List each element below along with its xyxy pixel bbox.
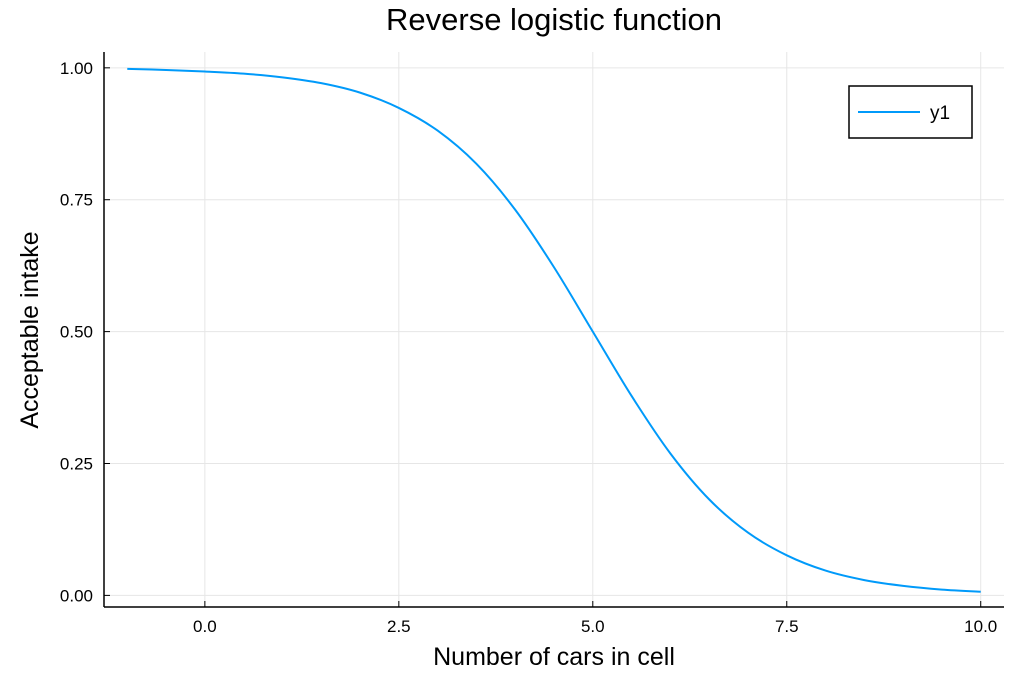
- x-tick-label: 5.0: [581, 617, 605, 636]
- x-tick-label: 10.0: [964, 617, 997, 636]
- series-layer: [127, 67, 981, 593]
- x-tick-label: 0.0: [193, 617, 217, 636]
- y-tick-label: 0.50: [60, 323, 93, 342]
- series-line-y1: [127, 67, 981, 593]
- y-tick-label: 0.75: [60, 191, 93, 210]
- y-tick-label: 0.00: [60, 586, 93, 605]
- y-tick-label: 0.25: [60, 455, 93, 474]
- x-tick-label: 7.5: [775, 617, 799, 636]
- x-axis-label: Number of cars in cell: [433, 643, 675, 671]
- legend: y1: [848, 85, 973, 139]
- y-axis-label: Acceptable intake: [16, 231, 44, 428]
- x-tick-label: 2.5: [387, 617, 411, 636]
- y-tick-label: 1.00: [60, 59, 93, 78]
- legend-label-y1: y1: [930, 103, 950, 124]
- ticks-layer: 0.0 2.5 5.0 7.5 10.0 0.00 0.25 0.50 0.75 1.00: [60, 59, 997, 636]
- chart-title: Reverse logistic function: [386, 2, 722, 37]
- axes-layer: [103, 52, 1004, 608]
- grid-layer: [104, 52, 1004, 607]
